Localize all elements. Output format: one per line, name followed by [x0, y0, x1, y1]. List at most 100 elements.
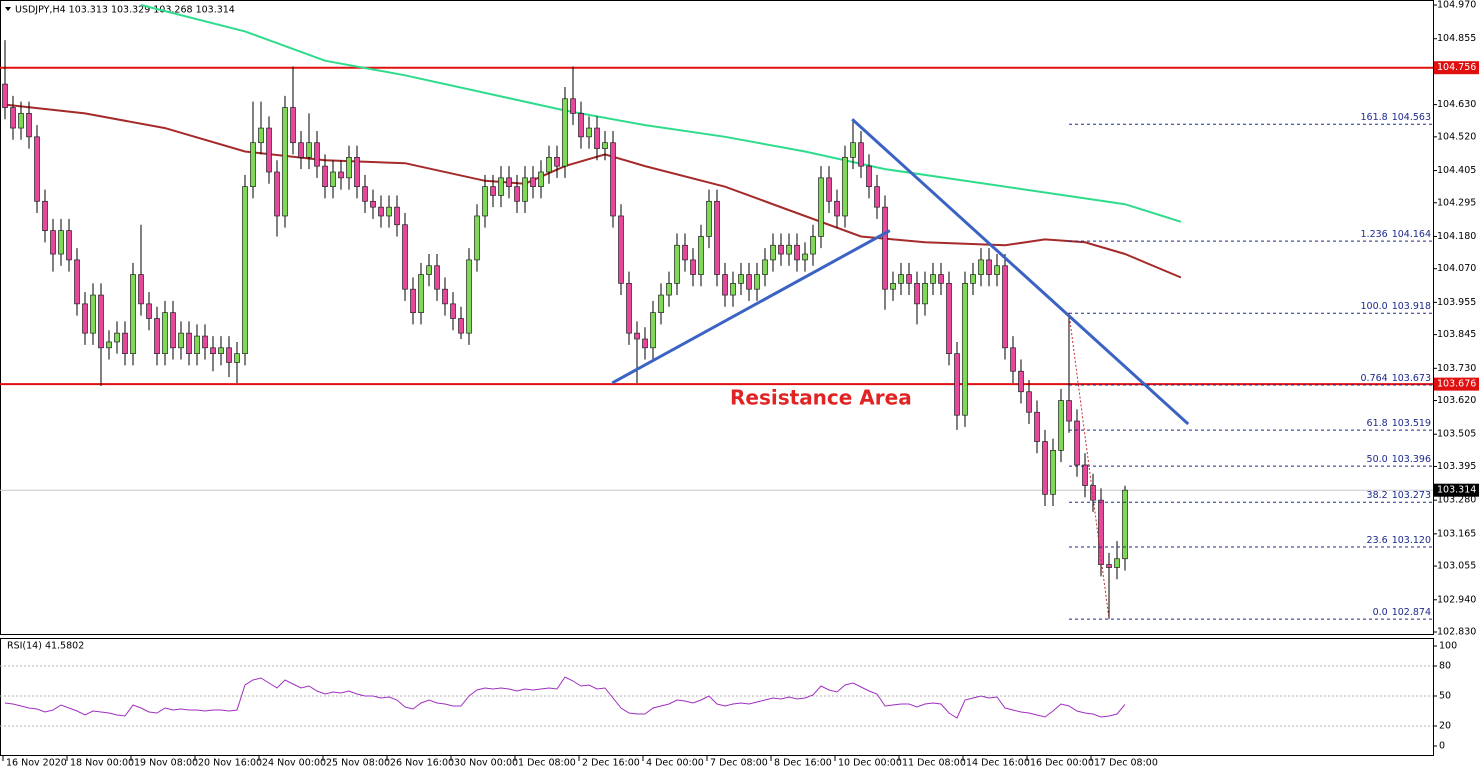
x-tick-label: 18 Nov 00:00: [70, 758, 134, 769]
y-tick-label: 20: [1439, 721, 1451, 732]
candle-body: [1018, 370, 1024, 393]
candle-body: [842, 157, 848, 217]
candle-body: [954, 353, 960, 416]
candle-body: [794, 244, 800, 261]
candle-body: [202, 335, 208, 349]
candle-body: [538, 171, 544, 188]
candle-body: [450, 303, 456, 319]
candle-body: [1010, 347, 1016, 372]
candle-body: [306, 142, 312, 158]
candle-body: [906, 274, 912, 284]
candle-body: [234, 353, 240, 363]
fib-ratio: 161.8: [1361, 112, 1388, 123]
candle-body: [714, 200, 720, 275]
chart-title: USDJPY,H4 103.313 103.329 103.268 103.31…: [15, 5, 235, 16]
candle-body: [1026, 391, 1032, 413]
candle-body: [930, 274, 936, 284]
fib-price: 102.874: [1392, 607, 1431, 618]
trendline: [851, 118, 1190, 426]
x-tick-label: 25 Nov 08:00: [326, 758, 390, 769]
y-tick-label: 104.855: [1437, 33, 1476, 44]
candle-body: [34, 136, 40, 202]
x-tick-label: 7 Dec 08:00: [710, 758, 768, 769]
candle-body: [666, 282, 672, 296]
fib-price: 103.519: [1392, 418, 1431, 429]
candle-body: [442, 288, 448, 305]
fib-anchor: [1068, 313, 1110, 620]
fib-price: 103.120: [1392, 535, 1431, 546]
fib-ratio: 38.2: [1367, 490, 1388, 501]
y-tick-label: 103.955: [1437, 297, 1476, 308]
last-price-label: 103.314: [1437, 485, 1476, 496]
x-tick-label: 2 Dec 16:00: [582, 758, 640, 769]
fib-label: 38.2 103.273: [1367, 490, 1431, 501]
y-tick-label: 102.830: [1437, 627, 1476, 638]
candle-body: [770, 244, 776, 261]
candle-body: [66, 230, 72, 261]
x-tick-label: 26 Nov 16:00: [390, 758, 454, 769]
candle-body: [322, 165, 328, 188]
fib-label: 1.236 104.164: [1361, 229, 1432, 240]
candle-body: [810, 236, 816, 255]
fib-label: 50.0 103.396: [1367, 454, 1431, 465]
collapse-icon: [5, 7, 11, 11]
y-tick-label: 103.845: [1437, 329, 1476, 340]
y-tick-label: 102.940: [1437, 594, 1476, 605]
candle-body: [530, 177, 536, 188]
candle-body: [674, 244, 680, 284]
y-tick-label: 103.505: [1437, 429, 1476, 440]
candle-body: [474, 215, 480, 261]
candle-body: [1098, 499, 1104, 565]
candle-body: [434, 265, 440, 290]
candle-body: [730, 282, 736, 296]
candle-body: [890, 282, 896, 290]
candle-body: [818, 177, 824, 237]
candle-body: [418, 274, 424, 313]
candle-body: [962, 282, 968, 416]
rsi-line: [4, 676, 1126, 719]
fib-price: 104.563: [1392, 112, 1431, 123]
moving-average: [140, 4, 1182, 223]
candle-body: [1066, 400, 1072, 422]
candle-body: [698, 236, 704, 275]
candle-body: [162, 312, 168, 355]
fib-label: 0.764 103.673: [1361, 373, 1432, 384]
price-badge-label: 103.676: [1437, 379, 1476, 390]
y-tick-label: 100: [1439, 641, 1457, 652]
candle-body: [882, 206, 888, 290]
candle-body: [378, 206, 384, 217]
candle-body: [914, 282, 920, 305]
candle-body: [762, 259, 768, 275]
candle-body: [74, 259, 80, 305]
candle-body: [826, 177, 832, 202]
candle-body: [554, 157, 560, 167]
candle-body: [106, 341, 112, 349]
candle-body: [738, 274, 744, 284]
candle-body: [994, 265, 1000, 275]
candle-body: [562, 98, 568, 167]
candle-body: [514, 186, 520, 202]
candle-body: [1114, 558, 1120, 568]
candle-body: [1042, 441, 1048, 495]
candle-body: [210, 347, 216, 355]
candle-body: [490, 186, 496, 196]
candle-body: [282, 107, 288, 217]
y-tick-label: 104.520: [1437, 131, 1476, 142]
candle-body: [946, 282, 952, 355]
candle-body: [722, 274, 728, 296]
y-tick-label: 103.280: [1437, 495, 1476, 506]
candle-body: [922, 282, 928, 305]
x-tick-label: 16 Nov 2020: [6, 758, 67, 769]
x-tick-label: 14 Dec 16:00: [966, 758, 1030, 769]
candle-body: [138, 274, 144, 305]
candle-body: [386, 206, 392, 217]
candle-body: [426, 265, 432, 275]
y-tick-label: 104.180: [1437, 231, 1476, 242]
fib-ratio: 50.0: [1367, 454, 1388, 465]
candle-body: [194, 335, 200, 355]
candle-body: [82, 303, 88, 334]
y-tick-label: 104.630: [1437, 99, 1476, 110]
candle-body: [314, 142, 320, 167]
x-tick-label: 24 Nov 00:00: [262, 758, 326, 769]
